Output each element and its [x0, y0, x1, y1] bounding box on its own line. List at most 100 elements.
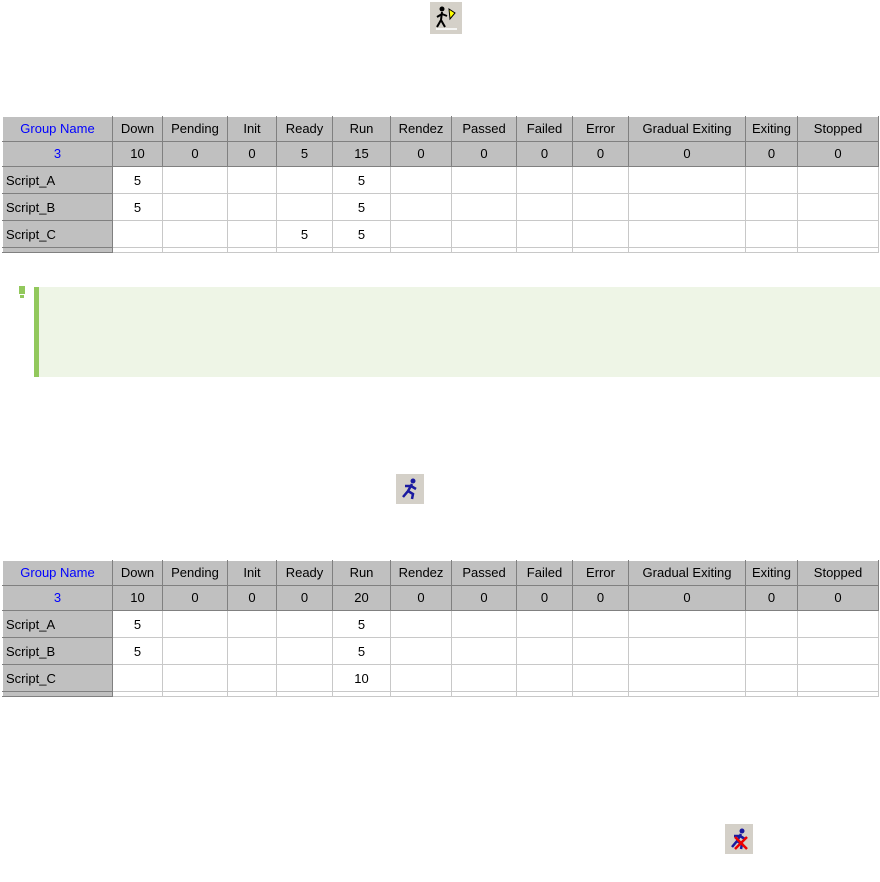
- count-cell: [628, 220, 746, 248]
- count-cell: [227, 220, 277, 248]
- count-cell: [451, 166, 517, 194]
- script-name-cell: Script_B: [2, 637, 113, 665]
- empty-cell: [628, 691, 746, 697]
- count-cell: [516, 193, 573, 221]
- column-header[interactable]: Stopped: [797, 560, 879, 586]
- empty-cell: [745, 247, 798, 253]
- column-header[interactable]: Group Name: [2, 560, 113, 586]
- column-header[interactable]: Init: [227, 560, 277, 586]
- table-row[interactable]: Script_C 5 5: [2, 220, 879, 248]
- column-header[interactable]: Down: [112, 116, 163, 142]
- script-name-cell: Script_B: [2, 193, 113, 221]
- column-header[interactable]: Error: [572, 560, 629, 586]
- count-cell: [572, 610, 629, 638]
- column-header[interactable]: Ready: [276, 116, 333, 142]
- count-cell: [112, 220, 163, 248]
- empty-cell: [797, 247, 879, 253]
- count-cell: [745, 193, 798, 221]
- count-cell: [451, 637, 517, 665]
- column-header[interactable]: Failed: [516, 116, 573, 142]
- count-cell: [227, 637, 277, 665]
- empty-cell: [2, 691, 113, 697]
- count-cell: [745, 220, 798, 248]
- column-header[interactable]: Rendez: [390, 116, 452, 142]
- total-cell: 0: [162, 585, 228, 611]
- count-cell: 5: [332, 166, 391, 194]
- count-cell: [572, 664, 629, 692]
- partial-row: [2, 247, 879, 253]
- total-cell: 0: [628, 585, 746, 611]
- exclamation-icon: [19, 285, 25, 298]
- run-runner-icon[interactable]: [396, 474, 424, 504]
- table-row[interactable]: Script_C 10: [2, 664, 879, 692]
- count-cell: [797, 664, 879, 692]
- empty-cell: [276, 691, 333, 697]
- total-cell: 0: [745, 585, 798, 611]
- count-cell: 10: [332, 664, 391, 692]
- count-cell: [112, 664, 163, 692]
- table-row[interactable]: Script_A 5 5: [2, 610, 879, 638]
- empty-cell: [112, 691, 163, 697]
- total-cell: 0: [390, 141, 452, 167]
- count-cell: 5: [332, 220, 391, 248]
- count-cell: [628, 166, 746, 194]
- count-cell: [390, 166, 452, 194]
- count-cell: [451, 193, 517, 221]
- column-header[interactable]: Passed: [451, 116, 517, 142]
- column-header[interactable]: Pending: [162, 116, 228, 142]
- table-row[interactable]: Script_B 5 5: [2, 637, 879, 665]
- table-row[interactable]: Script_B 5 5: [2, 193, 879, 221]
- script-name-cell: Script_A: [2, 166, 113, 194]
- column-header[interactable]: Failed: [516, 560, 573, 586]
- total-cell: 10: [112, 585, 163, 611]
- count-cell: 5: [332, 193, 391, 221]
- empty-cell: [516, 691, 573, 697]
- count-cell: [276, 193, 333, 221]
- empty-cell: [628, 247, 746, 253]
- column-header[interactable]: Gradual Exiting: [628, 560, 746, 586]
- column-header[interactable]: Run: [332, 560, 391, 586]
- total-cell: 0: [745, 141, 798, 167]
- column-header[interactable]: Exiting: [745, 116, 798, 142]
- total-cell: 0: [390, 585, 452, 611]
- empty-cell: [332, 691, 391, 697]
- column-header[interactable]: Passed: [451, 560, 517, 586]
- count-cell: [162, 193, 228, 221]
- count-cell: [516, 610, 573, 638]
- totals-row: 3 10 0 0 5 15 0 0 0 0 0 0 0: [2, 141, 879, 167]
- stop-runner-x-icon[interactable]: [725, 824, 753, 854]
- count-cell: [797, 166, 879, 194]
- column-header[interactable]: Init: [227, 116, 277, 142]
- vuser-status-grid-before: Group Name Down Pending Init Ready Run Rendez P…: [2, 116, 879, 253]
- column-header[interactable]: Pending: [162, 560, 228, 586]
- total-cell: 0: [162, 141, 228, 167]
- empty-cell: [797, 691, 879, 697]
- column-header[interactable]: Stopped: [797, 116, 879, 142]
- column-header[interactable]: Ready: [276, 560, 333, 586]
- table-row[interactable]: Script_A 5 5: [2, 166, 879, 194]
- empty-cell: [745, 691, 798, 697]
- count-cell: [451, 610, 517, 638]
- count-cell: [797, 220, 879, 248]
- column-header[interactable]: Rendez: [390, 560, 452, 586]
- column-header[interactable]: Exiting: [745, 560, 798, 586]
- empty-cell: [162, 247, 228, 253]
- count-cell: [628, 610, 746, 638]
- count-cell: [451, 664, 517, 692]
- column-header[interactable]: Down: [112, 560, 163, 586]
- gradual-exit-runner-flag-icon[interactable]: [430, 2, 462, 34]
- column-header[interactable]: Group Name: [2, 116, 113, 142]
- count-cell: [390, 610, 452, 638]
- column-header[interactable]: Run: [332, 116, 391, 142]
- column-header[interactable]: Gradual Exiting: [628, 116, 746, 142]
- empty-cell: [227, 691, 277, 697]
- script-name-cell: Script_C: [2, 664, 113, 692]
- count-cell: [162, 664, 228, 692]
- empty-cell: [332, 247, 391, 253]
- column-header[interactable]: Error: [572, 116, 629, 142]
- total-cell: 0: [797, 585, 879, 611]
- empty-cell: [276, 247, 333, 253]
- total-cell: 3: [2, 141, 113, 167]
- vuser-status-grid-after: Group Name Down Pending Init Ready Run Rendez P…: [2, 560, 879, 697]
- count-cell: [745, 610, 798, 638]
